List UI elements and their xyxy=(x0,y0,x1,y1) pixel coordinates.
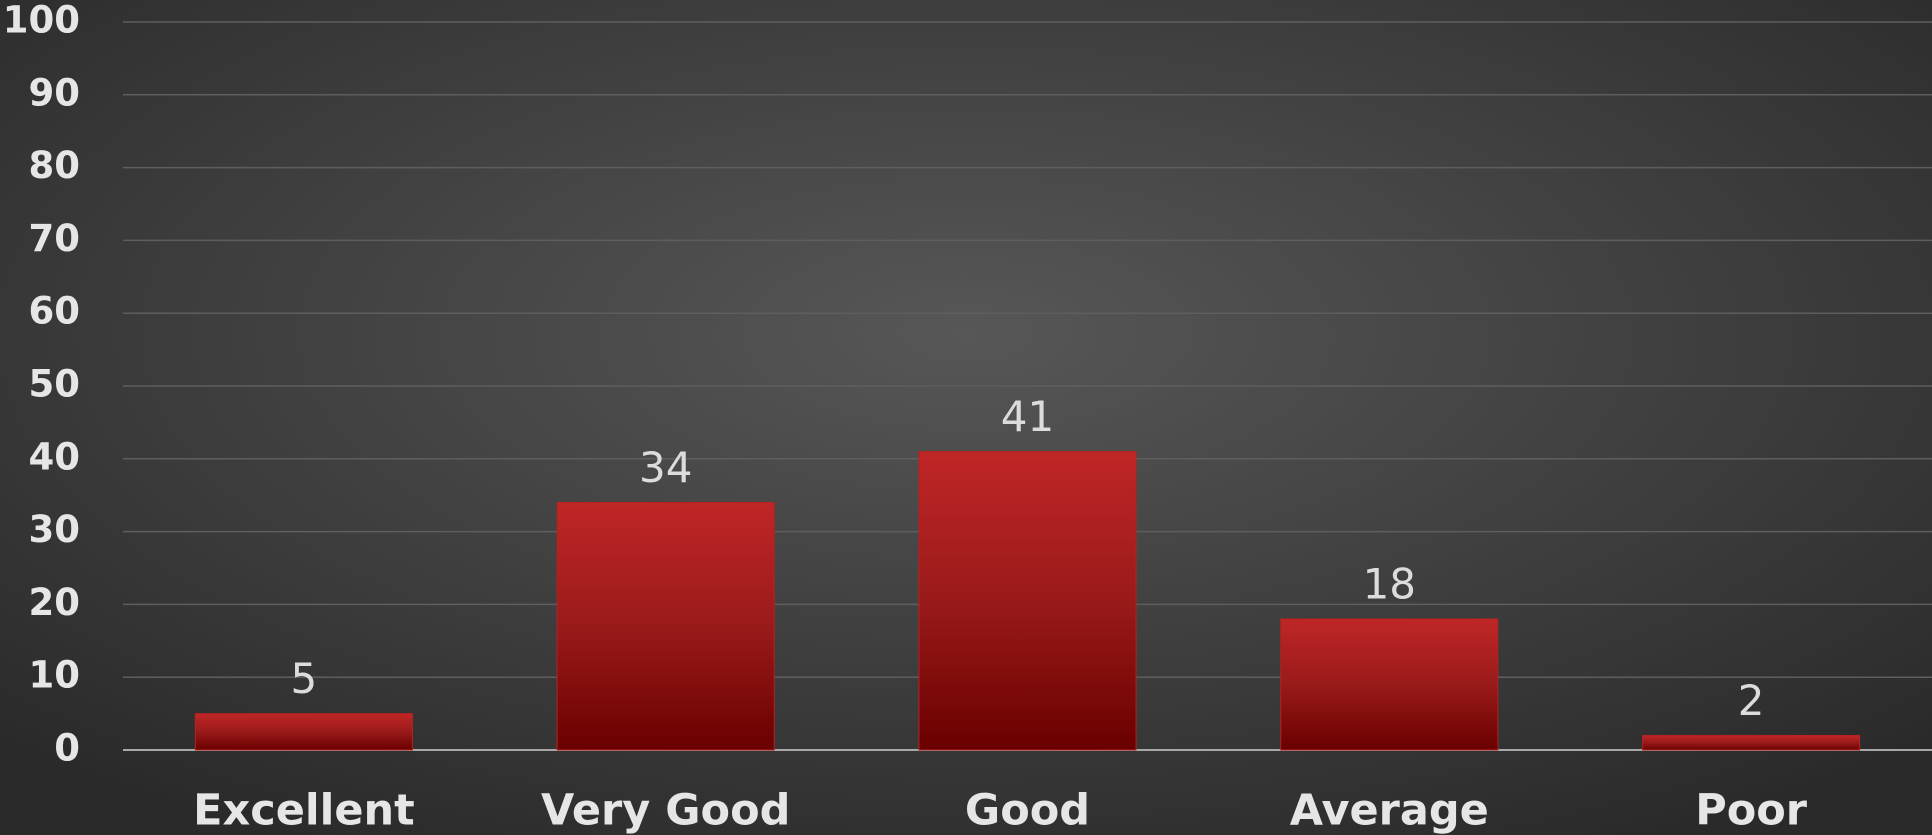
bar xyxy=(194,713,413,751)
y-tick-label: 20 xyxy=(29,581,81,624)
y-tick-label: 50 xyxy=(29,363,81,406)
bar xyxy=(1642,734,1861,751)
x-tick-label: Average xyxy=(1290,786,1489,835)
y-tick-label: 100 xyxy=(3,0,80,42)
y-tick-label: 0 xyxy=(54,727,80,770)
y-tick-label: 40 xyxy=(29,435,81,478)
value-label: 5 xyxy=(291,654,318,703)
x-tick-label: Poor xyxy=(1695,786,1808,835)
bar xyxy=(556,501,775,751)
y-tick-label: 30 xyxy=(29,508,81,551)
x-tick-label: Very Good xyxy=(541,786,790,835)
bar xyxy=(1280,618,1499,751)
y-tick-label: 10 xyxy=(29,654,81,697)
bar xyxy=(918,451,1137,751)
value-label: 2 xyxy=(1738,676,1765,725)
x-tick-label: Good xyxy=(965,786,1090,835)
value-label: 41 xyxy=(1001,392,1054,441)
value-label: 34 xyxy=(639,443,692,492)
x-tick-label: Excellent xyxy=(193,786,415,835)
y-tick-label: 90 xyxy=(29,71,81,114)
y-tick-label: 70 xyxy=(29,217,81,260)
y-tick-label: 60 xyxy=(29,290,81,333)
y-tick-label: 80 xyxy=(29,144,81,187)
value-label: 18 xyxy=(1363,559,1416,608)
